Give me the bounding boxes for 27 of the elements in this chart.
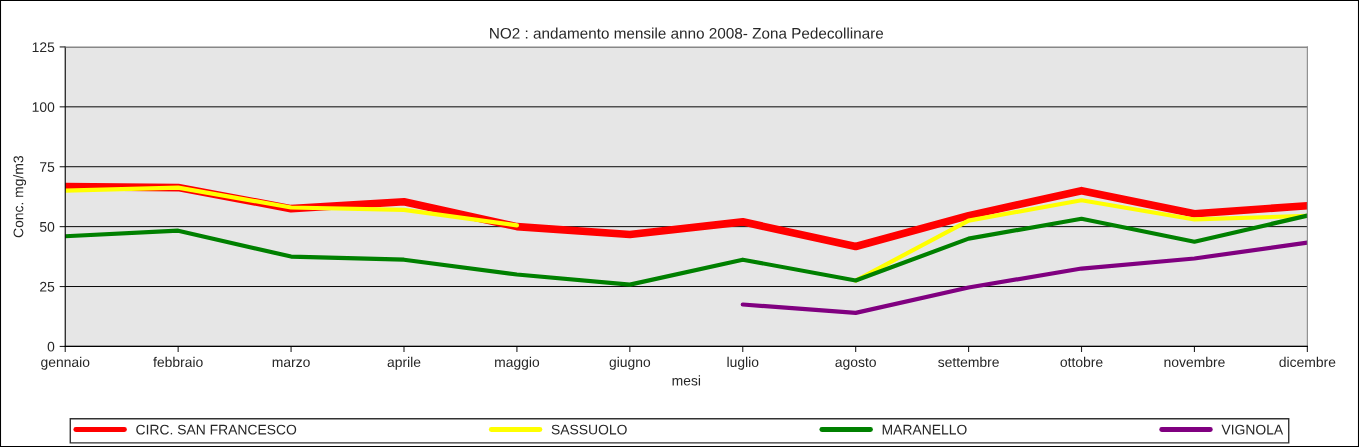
line-series xyxy=(65,213,1308,287)
x-tick-label: settembre xyxy=(938,356,999,368)
y-tick-label: 100 xyxy=(32,102,55,112)
x-tick-label: gennaio xyxy=(41,356,90,370)
y-tick-label: 25 xyxy=(40,281,55,292)
y-tick-label: 50 xyxy=(39,221,55,232)
x-tick-label: agosto xyxy=(835,357,876,370)
x-tick-label: aprile xyxy=(387,356,421,370)
y-tick-label: 75 xyxy=(40,162,55,172)
x-tick-label: luglio xyxy=(727,356,759,370)
y-tick-label: 0 xyxy=(47,341,55,352)
x-tick-label: marzo xyxy=(272,359,310,368)
legend-label: CIRC. SAN FRANCESCO xyxy=(136,424,297,435)
legend-label: MARANELLO xyxy=(882,424,967,435)
legend-label: VIGNOLA xyxy=(1221,424,1284,435)
x-tick-label: maggio xyxy=(495,356,540,370)
x-tick-label: dicembre xyxy=(1279,356,1336,368)
legend-label: SASSUOLO xyxy=(551,424,627,435)
x-tick-label: ottobre xyxy=(1060,356,1103,368)
y-axis-title: Conc. mg/m3 xyxy=(13,155,27,238)
chart-title: NO2 : andamento mensile anno 2008- Zona Pedecollinare xyxy=(490,27,884,39)
x-tick-label: febbraio xyxy=(153,356,203,368)
x-tick-label: giugno xyxy=(609,356,651,370)
y-tick-label: 125 xyxy=(32,42,55,53)
line-series xyxy=(740,240,1308,315)
x-axis-title: mesi xyxy=(672,375,701,386)
x-tick-label: novembre xyxy=(1164,356,1225,368)
